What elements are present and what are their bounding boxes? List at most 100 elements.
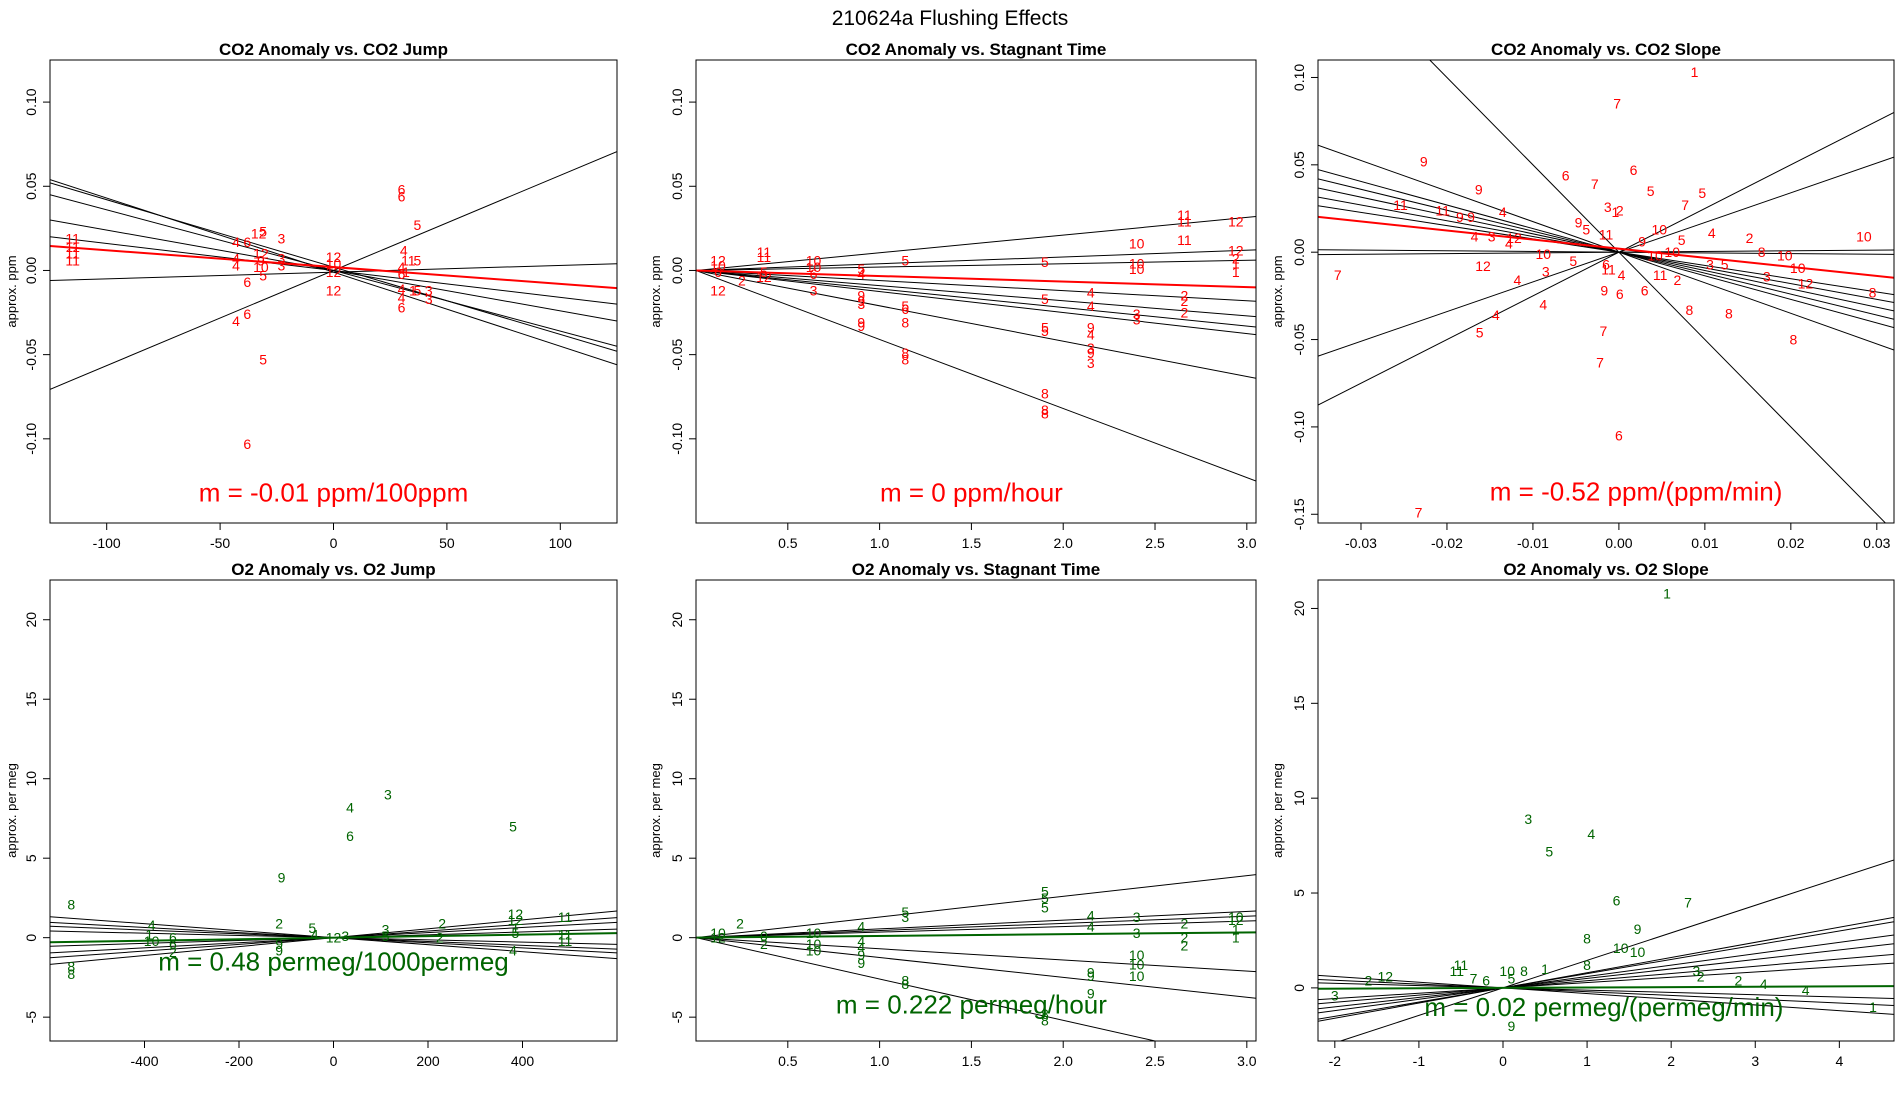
- data-point: 7: [1613, 96, 1621, 112]
- x-tick-label: -200: [225, 1053, 253, 1069]
- data-point: 2: [438, 915, 446, 931]
- data-point: 5: [901, 904, 909, 920]
- data-point: 4: [398, 259, 406, 275]
- data-point: 10: [806, 942, 822, 958]
- y-tick-label: 0: [23, 934, 39, 942]
- data-point: 3: [1488, 228, 1496, 244]
- data-point: 10: [1129, 968, 1145, 984]
- data-point: 5: [1041, 899, 1049, 915]
- data-point: 4: [400, 242, 408, 258]
- data-point: 8: [67, 966, 75, 982]
- data-point: 3: [1542, 263, 1550, 279]
- x-tick-label: 3.0: [1237, 1053, 1257, 1069]
- y-tick-label: 20: [1291, 600, 1307, 616]
- mean-fit-line: [50, 932, 617, 944]
- fit-line: [1318, 943, 1894, 1010]
- fit-line: [696, 269, 1256, 302]
- data-point: 4: [232, 313, 240, 329]
- data-point: 5: [1545, 843, 1553, 859]
- data-point: 4: [1471, 228, 1479, 244]
- data-point: 9: [1420, 153, 1428, 169]
- data-point: 12: [1228, 242, 1244, 258]
- fit-line: [1318, 962, 1894, 1001]
- y-tick-label: 10: [23, 771, 39, 787]
- data-point: 9: [1575, 214, 1583, 230]
- data-point: 5: [857, 261, 865, 277]
- data-point: 3: [384, 787, 392, 803]
- data-point: 3: [1763, 269, 1771, 285]
- x-tick-label: 2: [1667, 1053, 1675, 1069]
- data-point: 8: [901, 315, 909, 331]
- mean-fit-line: [696, 269, 1256, 289]
- data-point: 4: [509, 942, 517, 958]
- fit-line: [696, 874, 1256, 939]
- data-point: 4: [148, 917, 156, 933]
- x-tick-label: -1: [1413, 1053, 1426, 1069]
- x-tick-label: -2: [1329, 1053, 1342, 1069]
- x-tick-label: 0.03: [1863, 535, 1890, 551]
- data-point: 4: [1587, 826, 1595, 842]
- data-point: 11: [65, 230, 80, 246]
- data-point: 12: [326, 264, 342, 280]
- data-point: 9: [1087, 968, 1095, 984]
- data-point: 2: [1735, 972, 1743, 988]
- y-tick-label: 10: [669, 771, 685, 787]
- plot-frame: [1317, 59, 1895, 524]
- y-axis-label: approx. ppm: [648, 255, 663, 327]
- x-tick-label: 50: [439, 535, 455, 551]
- data-point: 10: [1777, 248, 1793, 264]
- data-point: 11: [1177, 232, 1192, 248]
- data-point: 5: [1041, 884, 1049, 900]
- data-point: 5: [259, 224, 267, 240]
- data-point: 8: [1685, 302, 1693, 318]
- data-point: 9: [857, 288, 865, 304]
- data-point: 5: [414, 217, 422, 233]
- data-point: 1: [1869, 999, 1877, 1015]
- x-tick-label: 0.5: [778, 1053, 798, 1069]
- data-point: 4: [1802, 982, 1810, 998]
- data-point: 3: [1692, 963, 1700, 979]
- fit-line: [1318, 934, 1894, 1014]
- data-point: 12: [251, 225, 267, 241]
- data-point: 3: [1133, 311, 1141, 327]
- mean-fit-line: [1318, 215, 1894, 279]
- data-point: 7: [1591, 176, 1599, 192]
- data-point: 4: [1618, 267, 1626, 283]
- x-tick-label: -50: [210, 535, 230, 551]
- data-point: 7: [1681, 197, 1689, 213]
- y-tick-label: -0.10: [669, 423, 685, 455]
- data-point: 8: [1869, 284, 1877, 300]
- data-point: 4: [857, 933, 865, 949]
- data-point: 5: [259, 268, 267, 284]
- data-point: 12: [1228, 912, 1244, 928]
- panel-6: O2 Anomaly vs. O2 Slope approx. per meg 1 3…: [1270, 560, 1895, 1069]
- data-point: 5: [901, 298, 909, 314]
- plot-frame: [695, 59, 1257, 524]
- fit-line: [1318, 974, 1894, 1015]
- data-point: 12: [326, 249, 342, 265]
- data-point: 9: [857, 293, 865, 309]
- data-point: 1: [1612, 204, 1620, 220]
- x-tick-label: -100: [93, 535, 121, 551]
- data-point: 12: [1475, 258, 1491, 274]
- data-point: 9: [1600, 283, 1608, 299]
- data-point: 9: [1475, 181, 1483, 197]
- y-tick-label: 0.05: [669, 172, 685, 199]
- data-point: 8: [901, 345, 909, 361]
- data-point: 10: [1613, 940, 1629, 956]
- data-point: 2: [736, 915, 744, 931]
- x-tick-label: 0.02: [1777, 535, 1804, 551]
- data-point: 4: [1708, 225, 1716, 241]
- y-tick-label: 0: [1291, 984, 1307, 992]
- data-point: 8: [901, 976, 909, 992]
- fit-line: [696, 937, 1256, 999]
- data-point: 5: [414, 283, 422, 299]
- x-tick-label: 3: [1751, 1053, 1759, 1069]
- data-point: 6: [398, 266, 406, 282]
- data-point: 4: [398, 289, 406, 305]
- fit-line: [696, 269, 1256, 328]
- data-point: 10: [1652, 221, 1668, 237]
- x-tick-label: 2.5: [1145, 535, 1165, 551]
- data-point: 3: [277, 257, 285, 273]
- data-point: 5: [512, 925, 520, 941]
